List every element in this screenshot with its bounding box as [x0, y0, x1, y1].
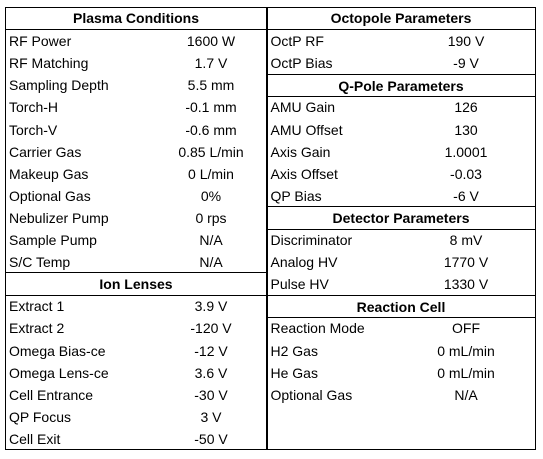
row-label: Analog HV: [270, 254, 338, 271]
row-label: QP Focus: [9, 408, 71, 425]
row-label: Optional Gas: [270, 386, 353, 403]
row-value: N/A: [454, 386, 478, 403]
section-header: Ion Lenses: [6, 272, 266, 297]
row-label: Makeup Gas: [9, 165, 89, 182]
row-label: Sample Pump: [9, 232, 97, 248]
row-value: 0%: [200, 187, 222, 204]
row-label: Cell Exit: [9, 430, 61, 447]
row-label: Carrier Gas: [9, 143, 82, 160]
row-value: 126: [454, 99, 478, 116]
row-value: 3.6 V: [194, 364, 228, 381]
row-label: Extract 2: [9, 320, 65, 337]
row-label: Optional Gas: [9, 187, 91, 204]
row-value: 0 rps: [195, 209, 227, 226]
section-header: Octopole Parameters: [267, 7, 535, 31]
row-label: Extract 1: [9, 298, 65, 315]
row-label: Torch-H: [9, 99, 59, 116]
row-value: 0 mL/min: [437, 342, 495, 359]
row-label: Pulse HV: [270, 276, 329, 293]
row-label: Discriminator: [270, 232, 353, 248]
row-label: H2 Gas: [270, 342, 318, 359]
row-label: Torch-V: [9, 121, 58, 138]
row-label: Sampling Depth: [9, 77, 109, 94]
row-value: -9 V: [453, 55, 479, 72]
row-value: -0.03: [450, 165, 482, 182]
row-value: -12 V: [194, 342, 228, 359]
row-label: Axis Offset: [270, 165, 338, 182]
row-label: QP Bias: [270, 187, 322, 204]
row-value: N/A: [199, 232, 223, 248]
row-value: 1.0001: [444, 143, 488, 160]
row-value: -120 V: [190, 320, 232, 337]
row-value: 3.9 V: [194, 298, 228, 315]
row-value: -30 V: [194, 386, 228, 403]
row-label: Axis Gain: [270, 143, 331, 160]
row-value: N/A: [199, 254, 223, 271]
row-label: Omega Bias-ce: [9, 342, 106, 359]
row-label: RF Power: [9, 33, 72, 50]
row-label: AMU Offset: [270, 121, 343, 138]
row-value: 5.5 mm: [187, 77, 235, 94]
row-label: Omega Lens-ce: [9, 364, 109, 381]
row-value: 0 mL/min: [437, 364, 495, 381]
row-value: 1770 V: [443, 254, 489, 271]
row-value: -0.1 mm: [185, 99, 237, 116]
row-value: 3 V: [200, 408, 222, 425]
section-header: Reaction Cell: [267, 294, 535, 319]
row-value: -0.6 mm: [185, 121, 237, 138]
row-value: 1600 W: [186, 33, 236, 50]
row-label: RF Matching: [9, 55, 89, 72]
row-label: OctP Bias: [270, 55, 333, 72]
row-label: Cell Entrance: [9, 386, 94, 403]
section-header: Detector Parameters: [267, 206, 535, 230]
row-label: Reaction Mode: [270, 320, 365, 337]
row-value: -50 V: [194, 430, 228, 447]
row-value: 0.85 L/min: [178, 143, 244, 160]
row-label: AMU Gain: [270, 99, 336, 116]
row-value: 190 V: [447, 33, 485, 50]
row-value: 8 mV: [449, 232, 483, 248]
row-label: He Gas: [270, 364, 318, 381]
row-value: OFF: [452, 320, 480, 337]
section-header: Q-Pole Parameters: [267, 73, 535, 98]
row-value: 1.7 V: [194, 55, 228, 72]
row-label: Nebulizer Pump: [9, 209, 109, 226]
row-value: -6 V: [453, 187, 479, 204]
row-value: 1330 V: [443, 276, 489, 293]
column-divider: [266, 8, 268, 449]
row-label: OctP RF: [270, 33, 324, 50]
row-value: 130: [454, 121, 478, 138]
section-header: Plasma Conditions: [6, 7, 266, 31]
parameter-table: Plasma Conditions RF Power 1600 W RF Matchi…: [5, 7, 536, 450]
row-value: 0 L/min: [188, 165, 234, 182]
row-label: S/C Temp: [9, 254, 71, 271]
